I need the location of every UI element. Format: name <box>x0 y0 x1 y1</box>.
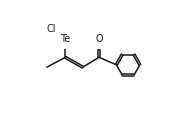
Text: Te: Te <box>60 34 71 44</box>
Text: O: O <box>95 34 103 44</box>
Text: Cl: Cl <box>47 24 56 34</box>
